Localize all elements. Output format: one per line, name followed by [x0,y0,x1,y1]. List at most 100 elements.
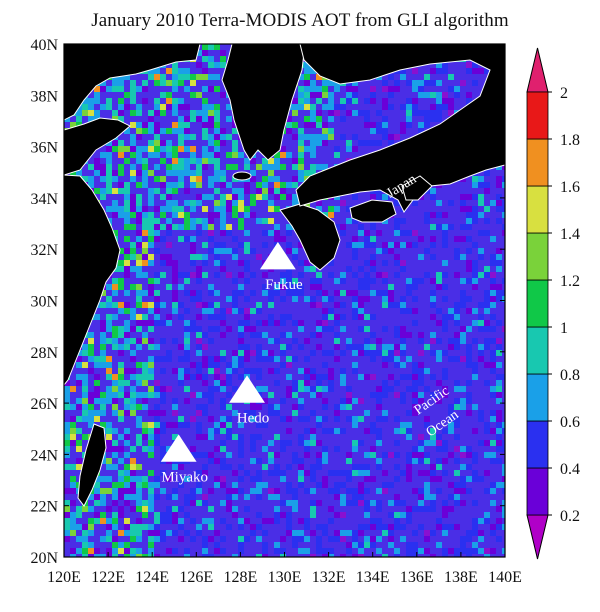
aot-pixel [154,518,160,524]
aot-pixel [406,410,412,416]
aot-pixel [460,488,466,494]
aot-pixel [310,392,316,398]
aot-pixel [82,542,88,548]
aot-pixel [322,290,328,296]
aot-pixel [364,350,370,356]
aot-pixel [196,182,202,188]
aot-pixel [418,278,424,284]
aot-pixel [256,332,262,338]
aot-pixel [148,494,154,500]
aot-pixel [220,500,226,506]
aot-pixel [142,524,148,530]
aot-pixel [100,362,106,368]
aot-pixel [148,188,154,194]
aot-pixel [70,530,76,536]
aot-pixel [466,452,472,458]
aot-pixel [142,404,148,410]
aot-pixel [442,62,448,68]
aot-pixel [190,182,196,188]
aot-pixel [448,494,454,500]
aot-pixel [418,350,424,356]
aot-pixel [418,488,424,494]
aot-pixel [178,164,184,170]
aot-pixel [148,260,154,266]
aot-pixel [172,434,178,440]
aot-pixel [292,542,298,548]
aot-pixel [388,512,394,518]
aot-pixel [454,308,460,314]
aot-pixel [88,110,94,116]
aot-pixel [190,92,196,98]
aot-pixel [214,176,220,182]
aot-pixel [370,392,376,398]
aot-pixel [298,98,304,104]
aot-pixel [124,254,130,260]
aot-pixel [472,362,478,368]
aot-pixel [106,206,112,212]
aot-pixel [364,488,370,494]
aot-pixel [166,242,172,248]
aot-pixel [406,308,412,314]
aot-pixel [196,332,202,338]
aot-pixel [346,476,352,482]
aot-pixel [262,284,268,290]
aot-pixel [136,554,142,557]
aot-pixel [226,452,232,458]
aot-pixel [214,422,220,428]
aot-pixel [304,266,310,272]
aot-pixel [202,410,208,416]
aot-pixel [112,440,118,446]
aot-pixel [148,128,154,134]
aot-pixel [136,416,142,422]
aot-pixel [142,164,148,170]
aot-pixel [328,386,334,392]
aot-pixel [430,242,436,248]
aot-pixel [352,464,358,470]
aot-pixel [418,548,424,554]
aot-pixel [166,164,172,170]
aot-pixel [298,440,304,446]
aot-pixel [304,74,310,80]
aot-pixel [472,500,478,506]
aot-pixel [274,338,280,344]
aot-pixel [154,482,160,488]
aot-pixel [160,428,166,434]
aot-pixel [136,128,142,134]
aot-pixel [148,74,154,80]
aot-pixel [430,188,436,194]
aot-pixel [94,554,100,557]
aot-pixel [196,344,202,350]
aot-pixel [100,170,106,176]
aot-pixel [328,92,334,98]
aot-pixel [442,374,448,380]
aot-pixel [484,218,490,224]
aot-pixel [82,416,88,422]
aot-pixel [376,440,382,446]
aot-pixel [304,62,310,68]
aot-pixel [244,278,250,284]
aot-pixel [202,272,208,278]
aot-pixel [322,416,328,422]
aot-pixel [82,98,88,104]
colorbar-segment [526,326,549,375]
aot-pixel [502,428,505,434]
aot-pixel [472,80,478,86]
aot-pixel [310,470,316,476]
aot-pixel [460,536,466,542]
aot-pixel [106,386,112,392]
aot-pixel [328,488,334,494]
aot-pixel [454,404,460,410]
aot-pixel [400,128,406,134]
aot-pixel [250,200,256,206]
aot-pixel [94,398,100,404]
aot-pixel [184,170,190,176]
aot-pixel [502,230,505,236]
aot-pixel [334,512,340,518]
aot-pixel [346,416,352,422]
aot-pixel [220,140,226,146]
aot-pixel [268,218,274,224]
aot-pixel [232,188,238,194]
aot-pixel [364,326,370,332]
aot-pixel [148,446,154,452]
